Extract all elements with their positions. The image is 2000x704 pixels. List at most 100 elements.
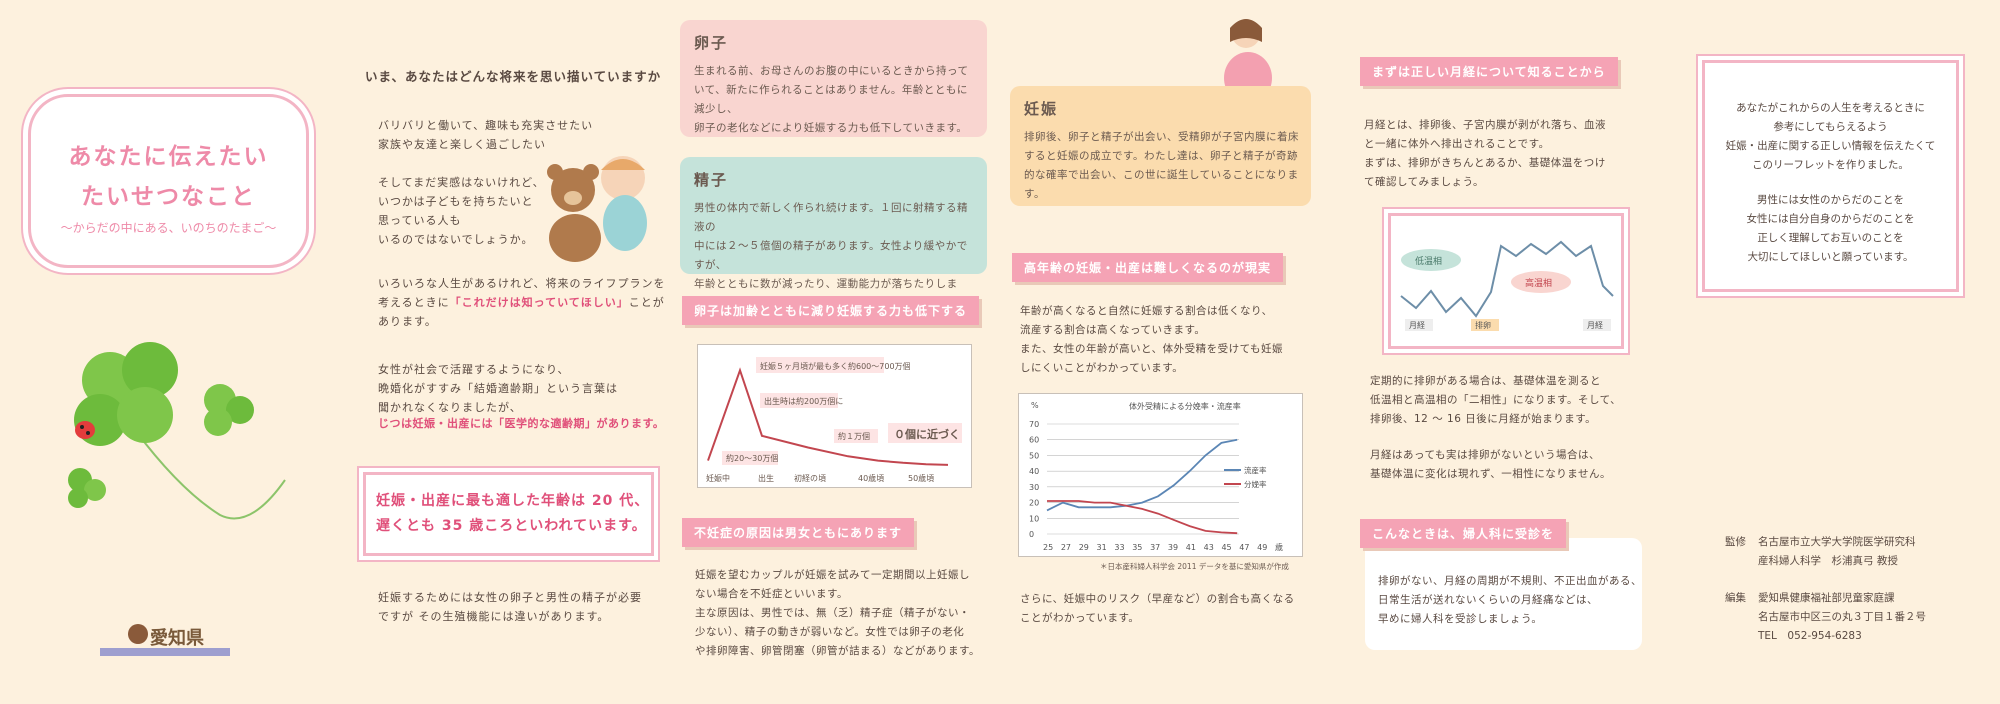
consult-card xyxy=(1365,538,1642,650)
pregnancy-title: 妊娠 xyxy=(1024,100,1059,118)
ovum-count-line xyxy=(707,367,949,466)
ivf-x-tick: 29 xyxy=(1079,543,1089,552)
puberty-label: 約20～30万個 xyxy=(726,453,778,463)
infertility-para: 妊娠を望むカップルが妊娠を試みて一定期間以上妊娠し ない場合を不妊症といいます。… xyxy=(695,569,980,657)
panel2-para3: いろいろな人生があるけれど、将来のライフプランを 考えるときに「これだけは知って… xyxy=(378,274,665,331)
ivf-chart: 体外受精による分娩率・流産率 % 0 10 20 30 40 50 60 70 25 27 29 31… xyxy=(1029,401,1283,552)
subtitle: ～からだの中にある、いのちのたまご～ xyxy=(60,221,277,235)
ivf-x-tick: 25 xyxy=(1043,543,1053,552)
low-phase-label: 低温相 xyxy=(1415,255,1442,267)
ovum-x-tick: 40歳頃 xyxy=(858,473,884,483)
zero-label: ０個に近づく xyxy=(894,427,960,441)
clover-illustration xyxy=(68,342,286,520)
ivf-y-tick: 20 xyxy=(1029,499,1039,508)
menstruation-heading: まずは正しい月経について知ることから xyxy=(1360,57,1618,86)
ovum-chart-frame: 妊娠５ヶ月頃が最も多く約600～700万個 出生時は約200万個に 約20～30… xyxy=(697,344,972,488)
panel2-heading: いま、あなたはどんな将来を思い描いていますか xyxy=(365,69,662,84)
bbt-chart: 低温相 高温相 月経 排卵 月経 xyxy=(1400,240,1614,331)
high-phase-label: 高温相 xyxy=(1525,277,1552,289)
ivf-x-tick: 37 xyxy=(1150,543,1160,552)
ivf-y-tick: 70 xyxy=(1029,420,1039,429)
menstruation-para3: 月経はあっても実は排卵がないという場合は、 基礎体温に変化は現れず、一相性になり… xyxy=(1370,449,1611,480)
panel2-para4-highlight: じつは妊娠・出産には「医学的な適齢期」があります。 xyxy=(378,417,665,430)
ivf-y-tick: 60 xyxy=(1029,436,1039,445)
sperm-title: 精子 xyxy=(694,171,729,189)
ivf-y-tick: 40 xyxy=(1029,467,1039,476)
ten-thousand-label-bg xyxy=(834,429,878,443)
ivf-legend-label: 分娩率 xyxy=(1244,479,1267,489)
ivf-x-tick: 41 xyxy=(1186,543,1196,552)
ten-thousand-label: 約１万個 xyxy=(838,431,870,441)
peak-label: 妊娠５ヶ月頃が最も多く約600～700万個 xyxy=(760,361,911,371)
ovum-x-tick: 妊娠中 xyxy=(706,473,730,483)
logo-text: 愛知県 xyxy=(150,628,204,649)
para3-text-b: ことが あります。 xyxy=(378,296,665,328)
birth-label: 出生時は約200万個に xyxy=(764,396,843,406)
title-line-2: たいせつなこと xyxy=(81,184,256,210)
ovum-title: 卵子 xyxy=(694,34,729,52)
zero-label-bg xyxy=(888,423,962,443)
ovum-decline-heading: 卵子は加齢とともに減り妊娠する力も低下する xyxy=(682,296,980,325)
ivf-x-tick: 31 xyxy=(1097,543,1107,552)
menstruation-para2: 定期的に排卵がある場合は、基礎体温を測ると 低温相と高温相の「二相性」になります… xyxy=(1370,375,1622,425)
ivf-x-tick: 43 xyxy=(1204,543,1214,552)
bbt-line xyxy=(1400,240,1614,318)
menses1-badge xyxy=(1405,319,1433,331)
ivf-x-tick: 27 xyxy=(1061,543,1071,552)
ivf-x-tick: 39 xyxy=(1168,543,1178,552)
supervision-label: 監修 xyxy=(1725,536,1746,548)
ovum-x-tick: 初経の頃 xyxy=(794,473,826,483)
ivf-y-tick: 0 xyxy=(1029,530,1034,539)
advanced-age-heading: 高年齢の妊娠・出産は難しくなるのが現実 xyxy=(1012,253,1284,282)
ovulation-label: 排卵 xyxy=(1475,320,1491,330)
editor-text: 愛知県健康福祉部児童家庭課 名古屋市中区三の丸３丁目１番２号 TEL 052-9… xyxy=(1758,592,1926,642)
panel2-para2: そしてまだ実感はないけれど、 いつかは子どもを持ちたいと 思っている人も いるの… xyxy=(378,176,545,246)
ivf-y-tick: 30 xyxy=(1029,483,1039,492)
aichi-logo: 愛知県 xyxy=(100,620,230,660)
panel2-para1: バリバリと働いて、趣味も充実させたい 家族や友達と楽しく過ごしたい xyxy=(378,119,594,151)
bbt-chart-box: 低温相 高温相 月経 排卵 月経 xyxy=(1388,213,1624,349)
menses1-label: 月経 xyxy=(1409,320,1425,330)
panel2-para5: 妊娠するためには女性の卵子と男性の精子が必要 ですが その生殖機能には違いがあり… xyxy=(378,591,642,623)
ivf-source: ＊日本産科婦人科学会 2011 データを基に愛知県が作成 xyxy=(1100,562,1289,571)
consult-heading: こんなときは、婦人科に受診を xyxy=(1360,519,1567,548)
ivf-chart-title: 体外受精による分娩率・流産率 xyxy=(1129,401,1241,411)
pregnancy-body: 排卵後、卵子と精子が出会い、受精卵が子宮内膜に着床 すると妊娠の成立です。わたし… xyxy=(1024,131,1299,200)
menses2-label: 月経 xyxy=(1587,320,1603,330)
ivf-series-line xyxy=(1047,500,1238,535)
advanced-age-para2: さらに、妊娠中のリスク（早産など）の割合も高くなる ことがわかっています。 xyxy=(1020,593,1295,624)
panel2-para4: 女性が社会で活躍するようになり、 晩婚化がすすみ「結婚適齢期」という言葉は 聞か… xyxy=(378,363,618,414)
ivf-x-tick: 47 xyxy=(1239,543,1249,552)
menses2-badge xyxy=(1583,319,1611,331)
ivf-chart-frame: 体外受精による分娩率・流産率 % 0 10 20 30 40 50 60 70 25 27 29 31… xyxy=(1018,393,1303,557)
key-message-text: 妊娠・出産に最も適した年齢は 20 代、 遅くとも 35 歳ころといわれています… xyxy=(376,493,650,534)
editor-label: 編集 xyxy=(1725,592,1746,604)
ivf-legend-label: 流産率 xyxy=(1244,465,1267,475)
sperm-card: 精子 男性の体内で新しく作られ続けます。１回に射精する精液の 中には２～５億個の… xyxy=(680,157,987,309)
ovum-x-tick: 出生 xyxy=(758,473,774,483)
ovum-chart: 妊娠５ヶ月頃が最も多く約600～700万個 出生時は約200万個に 約20～30… xyxy=(706,357,962,483)
purpose-para1: あなたがこれからの人生を考えるときに 参考にしてもらえるよう 妊娠・出産に関する… xyxy=(1725,102,1936,171)
consult-para: 排卵がない、月経の周期が不規則、不正出血がある、 日常生活が送れないくらいの月経… xyxy=(1378,575,1642,625)
low-phase-badge xyxy=(1401,249,1461,271)
ivf-x-tick: 33 xyxy=(1114,543,1124,552)
ovum-body: 生まれる前、お母さんのお腹の中にいるときから持って いて、新たに作られることはあ… xyxy=(694,65,969,134)
ivf-x-tick: 49 xyxy=(1257,543,1267,552)
title-line-1: あなたに伝えたい xyxy=(68,144,269,170)
teddy-bear-baby-illustration xyxy=(547,156,647,262)
key-message-box: 妊娠・出産に最も適した年齢は 20 代、 遅くとも 35 歳ころといわれています… xyxy=(363,472,654,556)
ivf-y-tick: 50 xyxy=(1029,451,1039,460)
ivf-y-unit: % xyxy=(1031,401,1039,410)
infertility-heading: 不妊症の原因は男女ともにあります xyxy=(682,518,915,547)
ladybug-icon xyxy=(75,421,95,439)
ivf-series-line xyxy=(1046,438,1238,512)
ovulation-badge xyxy=(1471,319,1499,331)
para3-text-a: いろいろな人生があるけれど、将来のライフプランを 考えるときに xyxy=(378,277,666,309)
birth-label-bg xyxy=(760,393,838,408)
supervision-text: 名古屋市立大学大学院医学研究科 産科婦人科学 杉浦真弓 教授 xyxy=(1758,536,1916,567)
ovum-x-tick: 50歳頃 xyxy=(908,473,934,483)
ivf-x-tick: 35 xyxy=(1132,543,1142,552)
high-phase-badge xyxy=(1511,271,1571,293)
puberty-label-bg xyxy=(722,451,778,465)
menstruation-para1: 月経とは、排卵後、子宮内膜が剥がれ落ち、血液 と一緒に体外へ排出されることです。… xyxy=(1364,119,1606,188)
